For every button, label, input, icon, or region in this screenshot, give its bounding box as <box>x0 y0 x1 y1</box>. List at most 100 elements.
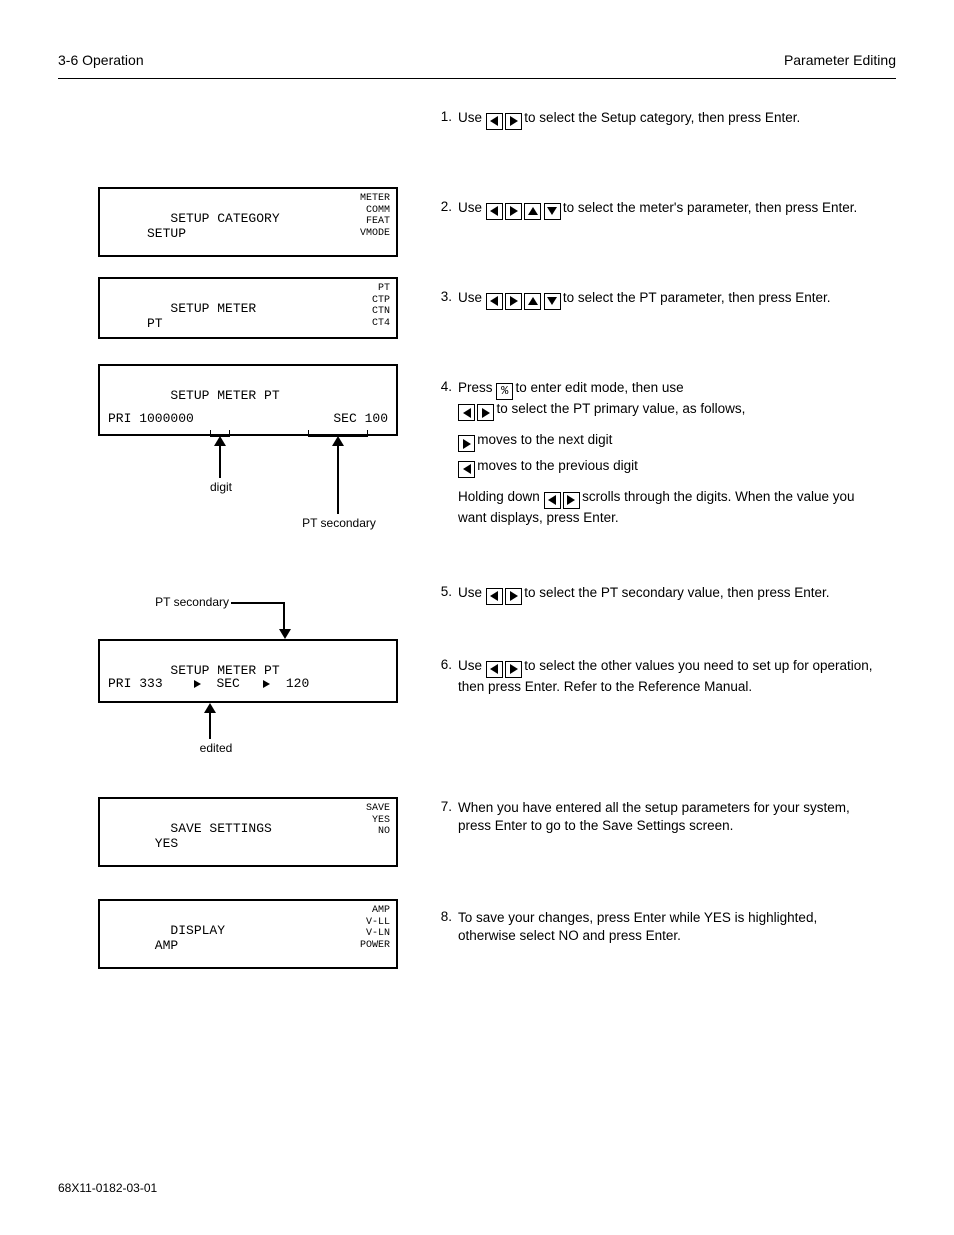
lcd3-pri: PRI 1000000 <box>108 411 194 426</box>
lcd3-line1: SETUP METER PT <box>170 388 279 403</box>
step5-text-b: to select the PT secondary value, then p… <box>524 585 829 600</box>
step7-text: When you have entered all the setup para… <box>458 800 850 833</box>
arrow-keys <box>458 403 493 421</box>
arrow-right-icon <box>505 113 522 130</box>
step-number: 6. <box>438 657 452 672</box>
lcd6-opt: V-LL <box>360 917 390 929</box>
lcd6-opt: AMP <box>360 905 390 917</box>
lcd-display: DISPLAY AMP AMP V-LL V-LN POWER <box>98 899 398 969</box>
label-edited: edited <box>186 741 246 755</box>
arrow-key <box>458 460 474 478</box>
lcd1-line2: SETUP <box>108 226 186 241</box>
arrow-left-icon <box>544 492 561 509</box>
arrow-left-icon <box>458 404 475 421</box>
bracket-digit <box>210 430 230 437</box>
bracket-secondary <box>308 430 368 437</box>
lcd2-opt: PT <box>372 283 390 295</box>
lcd6-line1: DISPLAY <box>170 923 225 938</box>
step2-text-a: Use <box>458 200 486 215</box>
label-pt-secondary: PT secondary <box>294 516 384 530</box>
lcd2-opt: CTP <box>372 295 390 307</box>
lcd2-opt: CT4 <box>372 318 390 330</box>
lcd1-opt: COMM <box>360 205 390 217</box>
arrow-up-icon <box>524 293 541 310</box>
arrow-keys <box>486 660 521 678</box>
header-rule <box>58 78 896 79</box>
lcd6-opt: POWER <box>360 940 390 952</box>
step-number: 8. <box>438 909 452 924</box>
lcd2-opt: CTN <box>372 306 390 318</box>
lcd3-sec-label: SEC <box>333 411 356 426</box>
step6-text-a: Use <box>458 658 486 673</box>
arrow-right-icon <box>458 435 475 452</box>
step5-text-a: Use <box>458 585 486 600</box>
lcd4-val2: 120 <box>286 676 309 691</box>
arrow-left-icon <box>486 661 503 678</box>
percent-icon: % <box>496 383 513 400</box>
step-number: 4. <box>438 379 452 394</box>
arrow-right-icon <box>505 588 522 605</box>
step3-text-b: to select the PT parameter, then press E… <box>563 290 831 305</box>
step4-line-c: to select the PT primary value, as follo… <box>497 401 746 416</box>
lcd-setup-meter: SETUP METER PT PT CTP CTN CT4 <box>98 277 398 339</box>
lcd4-val1: 333 <box>139 676 162 691</box>
label-digit: digit <box>186 480 256 494</box>
label-pt-secondary-top: PT secondary <box>137 595 229 609</box>
step4-line-f: Holding down <box>458 489 544 504</box>
footer-doc-number: 68X11-0182-03-01 <box>58 1181 157 1195</box>
arrow-right-icon <box>505 661 522 678</box>
arrow-right-icon <box>194 680 201 688</box>
step-number: 3. <box>438 289 452 304</box>
arrow-right-icon <box>263 680 270 688</box>
arrow-left-icon <box>486 293 503 310</box>
step2-text-b: to select the meter's parameter, then pr… <box>563 200 857 215</box>
arrow-left-icon <box>486 113 503 130</box>
page-number-title: 3-6 Operation <box>58 52 144 68</box>
step-number: 1. <box>438 109 452 124</box>
step1-text-a: Use <box>458 110 486 125</box>
step4-line-d: moves to the next digit <box>477 432 612 447</box>
arrow-left-icon <box>486 588 503 605</box>
step4-line-e: moves to the previous digit <box>477 458 638 473</box>
arrow-up-icon <box>524 203 541 220</box>
arrow-down-icon <box>544 293 561 310</box>
lcd-setup-meter-pt-edited: SETUP METER PT PRI 333 SEC 120 <box>98 639 398 703</box>
arrow-down-icon <box>544 203 561 220</box>
lcd-setup-category: SETUP CATEGORY SETUP METER COMM FEAT VMO… <box>98 187 398 257</box>
arrow-key <box>458 434 474 452</box>
arrow-left-icon <box>486 203 503 220</box>
lcd5-line1: SAVE SETTINGS <box>170 821 271 836</box>
lcd6-line2: AMP <box>108 938 178 953</box>
arrow-keys <box>486 587 521 605</box>
lcd-save-settings: SAVE SETTINGS YES SAVE YES NO <box>98 797 398 867</box>
step4-line-b: to enter edit mode, then use <box>516 380 684 395</box>
arrow-right-icon <box>477 404 494 421</box>
lcd1-opt: VMODE <box>360 228 390 240</box>
arrow-left-icon <box>458 461 475 478</box>
lcd2-line1: SETUP METER <box>170 301 256 316</box>
lcd-setup-meter-pt: SETUP METER PT PRI 1000000 SEC 100 <box>98 364 398 436</box>
lcd4-sec: SEC <box>216 676 239 691</box>
percent-key: % <box>496 382 512 400</box>
lcd5-opt: NO <box>366 826 390 838</box>
step8-text: To save your changes, press Enter while … <box>458 910 817 943</box>
arrow-keys <box>544 491 579 509</box>
step-number: 5. <box>438 584 452 599</box>
arrow-right-icon <box>505 293 522 310</box>
arrow-keys <box>486 112 521 130</box>
step1-text-b: to select the Setup category, then press… <box>524 110 800 125</box>
arrow-right-icon <box>505 203 522 220</box>
arrow-keys <box>486 292 559 310</box>
lcd3-sec-value: 100 <box>365 411 388 426</box>
lcd5-opt: SAVE <box>366 803 390 815</box>
lcd1-opt: FEAT <box>360 216 390 228</box>
lcd4-pri: PRI <box>108 676 131 691</box>
lcd1-opt: METER <box>360 193 390 205</box>
step3-text-a: Use <box>458 290 486 305</box>
lcd2-line2: PT <box>108 316 163 331</box>
step4-line-a: Press <box>458 380 496 395</box>
lcd5-opt: YES <box>366 815 390 827</box>
step-number: 7. <box>438 799 452 814</box>
lcd1-line1: SETUP CATEGORY <box>170 211 279 226</box>
lcd6-opt: V-LN <box>360 928 390 940</box>
